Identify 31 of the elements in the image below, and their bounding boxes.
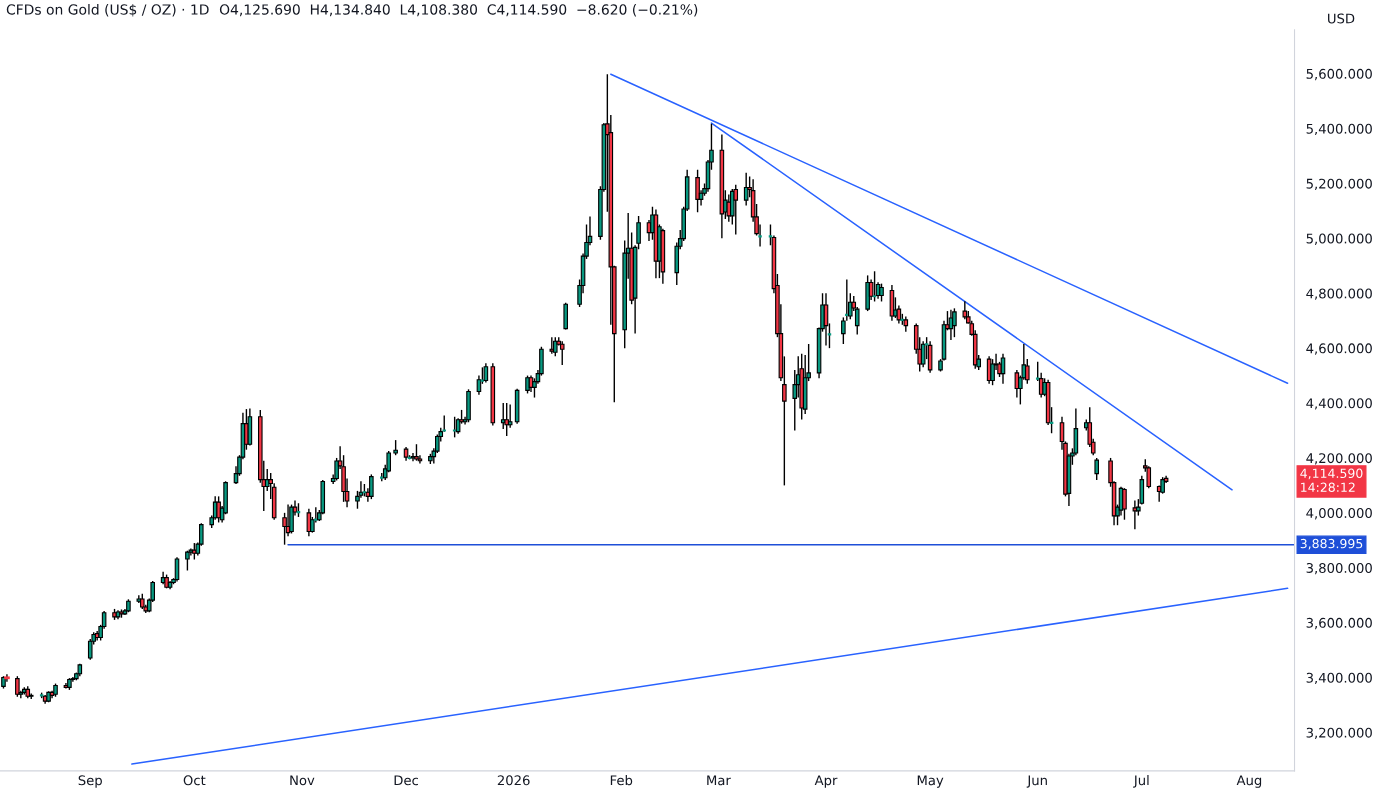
chart-subtitle: O4,125.690 H4,134.840 L4,108.380 C4,114.590 −8.620 (−0.21%): [219, 4, 698, 17]
x-tick-label: Mar: [707, 775, 731, 786]
x-tick-label: Apr: [814, 775, 838, 788]
x-tick-label: Oct: [183, 775, 206, 786]
y-tick-label: 5,000.000: [1306, 233, 1372, 245]
y-tick-label: 3,800.000: [1306, 562, 1372, 575]
x-tick-label: 2026: [497, 775, 530, 786]
y-tick-label: 4,800.000: [1306, 288, 1372, 300]
y-tick-label: 5,600.000: [1306, 68, 1372, 81]
y-tick-label: 4,200.000: [1306, 453, 1372, 465]
x-tick-label: Jun: [1026, 775, 1047, 788]
x-tick-label: Sep: [78, 775, 102, 788]
y-tick-label: 5,200.000: [1306, 178, 1372, 190]
text: 14:28:12: [1301, 482, 1355, 493]
x-tick-label: Dec: [394, 775, 418, 786]
text: 4,114.590: [1300, 468, 1363, 480]
x-tick-label: Feb: [610, 775, 633, 786]
text: 3,883.995: [1300, 538, 1363, 550]
x-tick-label: May: [917, 775, 944, 788]
x-tick-label: Nov: [290, 775, 315, 786]
chart-title: CFDs on Gold (US$ / OZ) · 1D: [6, 4, 209, 17]
x-tick-label: Aug: [1236, 775, 1262, 788]
y-tick-label: 3,200.000: [1306, 727, 1372, 739]
y-tick-label: 5,400.000: [1306, 123, 1372, 136]
y-tick-label: 3,400.000: [1306, 672, 1372, 685]
y-tick-label: 4,600.000: [1306, 343, 1372, 355]
x-tick-label: Jul: [1133, 775, 1149, 788]
y-axis-title: USD: [1328, 13, 1355, 24]
y-tick-label: 4,000.000: [1306, 508, 1372, 520]
y-tick-label: 3,600.000: [1306, 617, 1372, 630]
y-tick-label: 4,400.000: [1306, 398, 1372, 410]
